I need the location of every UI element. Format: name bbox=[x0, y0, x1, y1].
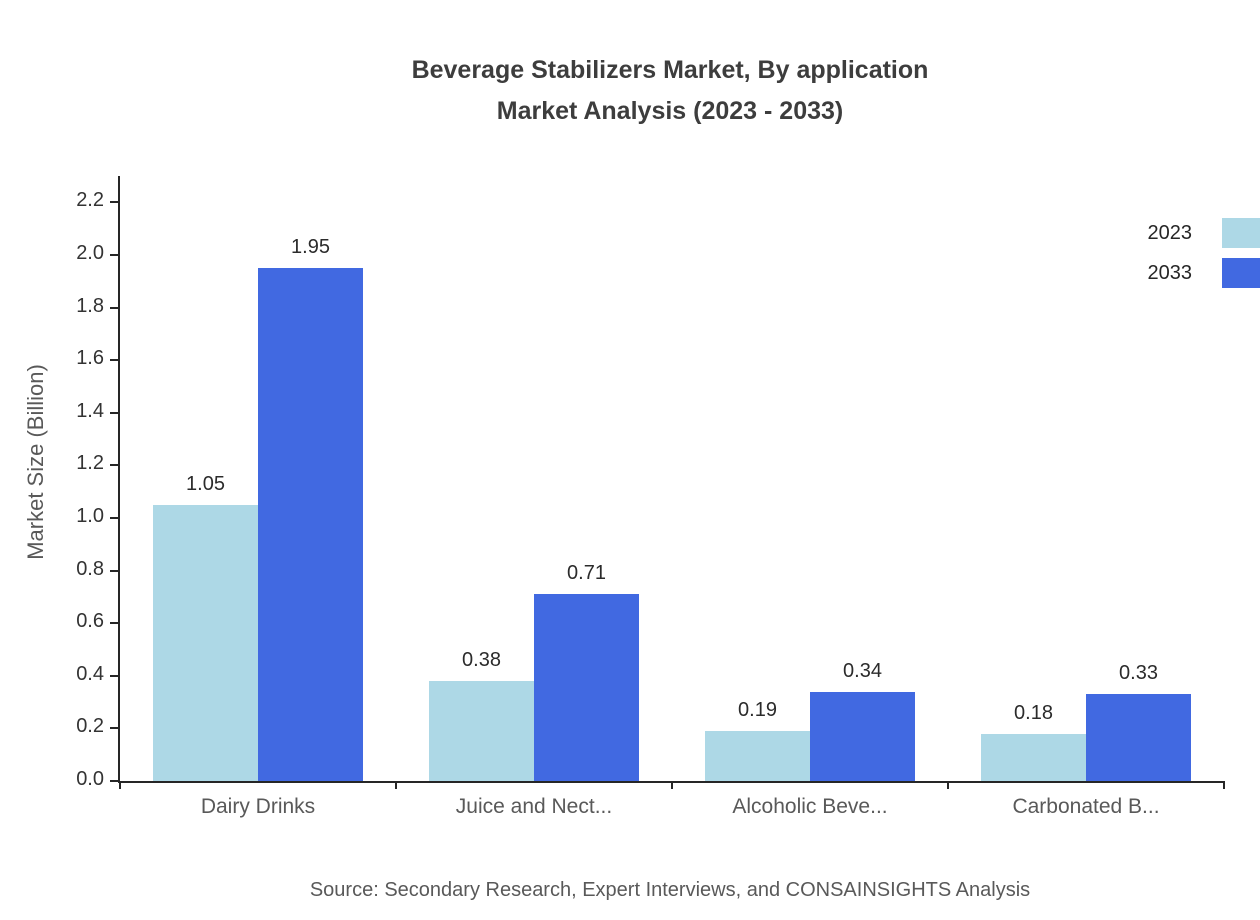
y-tick-label: 0.2 bbox=[76, 715, 104, 738]
bar-value-label: 0.34 bbox=[843, 659, 882, 682]
y-tick-mark bbox=[110, 201, 118, 204]
y-tick-mark bbox=[110, 516, 118, 519]
x-axis-category-label: Juice and Nect... bbox=[455, 795, 613, 818]
x-tick-mark bbox=[1223, 781, 1225, 789]
y-tick-mark bbox=[110, 253, 118, 256]
bar-value-label: 0.18 bbox=[1014, 701, 1053, 724]
bar-2023 bbox=[429, 681, 534, 781]
bar-2033 bbox=[258, 268, 363, 781]
bar-value-label: 0.38 bbox=[462, 649, 501, 672]
source-note: Source: Secondary Research, Expert Inter… bbox=[309, 879, 1031, 901]
x-axis-category-label: Dairy Drinks bbox=[200, 795, 316, 818]
legend-swatch bbox=[1222, 258, 1260, 288]
y-tick-mark bbox=[110, 727, 118, 730]
x-tick-mark bbox=[671, 781, 673, 789]
bar-2033 bbox=[810, 691, 915, 781]
bar-2033 bbox=[1086, 694, 1191, 781]
x-axis-category-label: Alcoholic Beve... bbox=[732, 795, 888, 818]
bar-2023 bbox=[981, 733, 1086, 781]
legend-swatch bbox=[1222, 218, 1260, 248]
x-tick-mark bbox=[119, 781, 121, 789]
y-tick-mark bbox=[110, 622, 118, 625]
legend: 2023 2033 bbox=[1148, 218, 1260, 288]
bar-value-label: 0.19 bbox=[738, 699, 777, 722]
y-tick-label: 1.8 bbox=[76, 294, 104, 317]
bar-value-label: 0.33 bbox=[1119, 662, 1158, 685]
y-tick-label: 0.6 bbox=[76, 610, 104, 633]
bar-value-label: 0.71 bbox=[567, 562, 606, 585]
chart-title: Beverage Stabilizers Market, By applicat… bbox=[80, 50, 1260, 132]
y-tick-label: 0.4 bbox=[76, 662, 104, 685]
y-tick-mark bbox=[110, 359, 118, 362]
legend-item-2023[interactable]: 2023 bbox=[1148, 218, 1260, 248]
y-tick-mark bbox=[110, 780, 118, 782]
y-tick-mark bbox=[110, 674, 118, 677]
y-tick-label: 1.4 bbox=[76, 399, 104, 422]
chart-title-line2: Market Analysis (2023 - 2033) bbox=[496, 97, 844, 125]
y-tick-label: 1.0 bbox=[76, 504, 104, 527]
y-tick-label: 1.6 bbox=[76, 347, 104, 370]
y-tick-mark bbox=[110, 411, 118, 414]
chart-title-line1: Beverage Stabilizers Market, By applicat… bbox=[411, 56, 929, 84]
x-tick-mark bbox=[947, 781, 949, 789]
bar-value-label: 1.05 bbox=[186, 472, 225, 495]
legend-item-2033[interactable]: 2033 bbox=[1148, 258, 1260, 288]
bar-value-label: 1.95 bbox=[291, 236, 330, 259]
x-tick-mark bbox=[395, 781, 397, 789]
bar-2023 bbox=[153, 504, 258, 781]
y-tick-label: 0.8 bbox=[76, 557, 104, 580]
y-tick-mark bbox=[110, 464, 118, 467]
bar-2023 bbox=[705, 731, 810, 781]
legend-label: 2023 bbox=[1147, 221, 1193, 244]
y-tick-label: 2.2 bbox=[76, 189, 104, 212]
x-axis-category-label: Carbonated B... bbox=[1012, 795, 1160, 818]
y-tick-mark bbox=[110, 306, 118, 309]
bar-2033 bbox=[534, 594, 639, 781]
legend-label: 2033 bbox=[1147, 261, 1193, 284]
plot-area: 0.0 0.2 0.4 0.6 0.8 1.0 1.2 1.4 1.6 1.8 2.0 2.2 1.05… bbox=[76, 176, 1225, 818]
y-tick-label: 1.2 bbox=[76, 452, 104, 475]
y-tick-label: 0.0 bbox=[76, 768, 104, 790]
y-tick-mark bbox=[110, 569, 118, 572]
y-tick-label: 2.0 bbox=[76, 241, 104, 264]
